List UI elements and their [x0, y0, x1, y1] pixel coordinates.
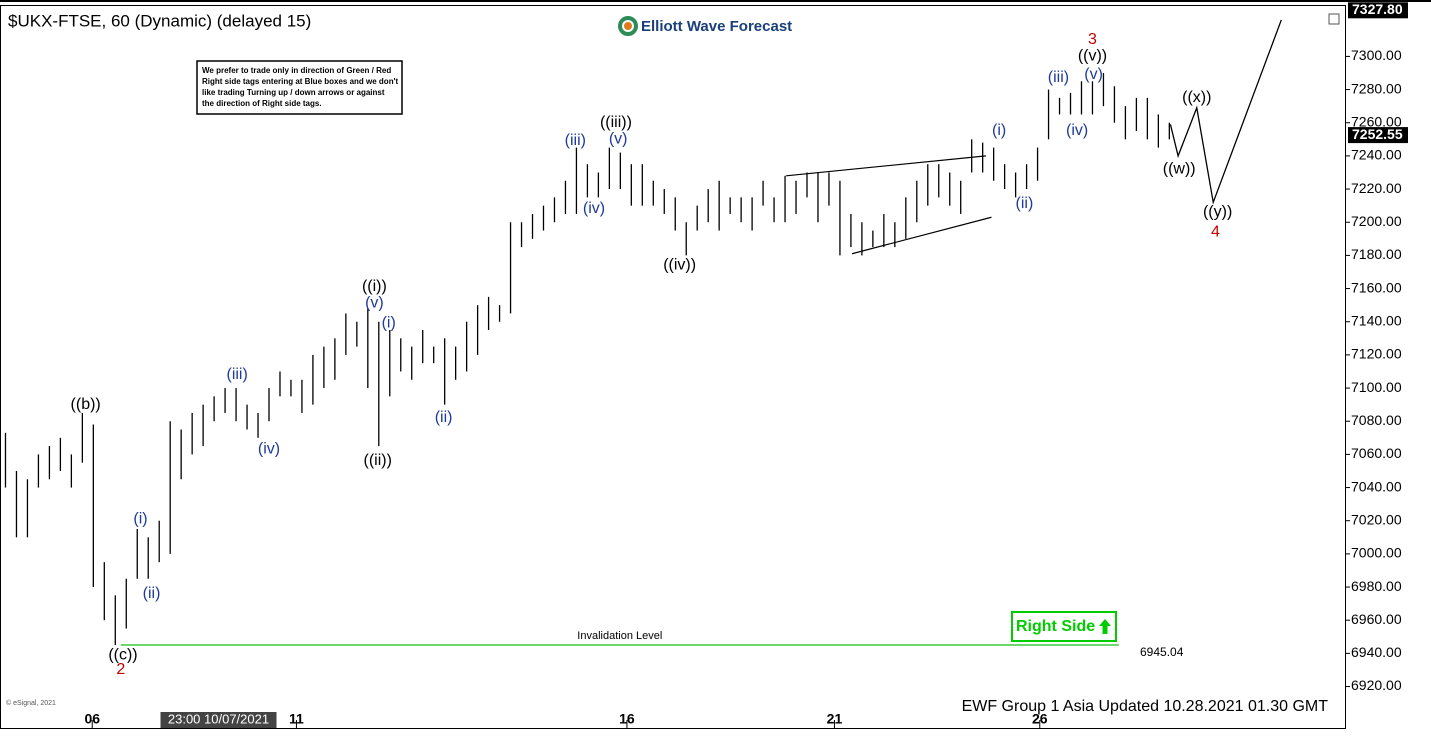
- footer: EWF Group 1 Asia Updated 10.28.2021 01.3…: [962, 698, 1329, 715]
- note: We prefer to trade only in direction of …: [202, 66, 398, 108]
- x-tick-label: 11: [289, 711, 304, 727]
- price-tag-bg: [1348, 2, 1408, 19]
- y-tick-label: 7040.00: [1351, 478, 1402, 494]
- price-tag: 7252.55: [1352, 126, 1403, 142]
- wave-label: ((y)): [1203, 204, 1232, 221]
- wedge-line: [851, 216, 992, 255]
- crosshair-label-bg: [160, 712, 277, 728]
- x-tick-label: 16: [619, 711, 635, 727]
- y-tick-label: 7120.00: [1351, 346, 1402, 362]
- wave-label: (ii): [143, 585, 161, 602]
- wave-label: ((w)): [1163, 160, 1196, 177]
- wave-label: (iii): [1048, 69, 1069, 86]
- wave-label: ((c)): [108, 646, 137, 663]
- note-line: the direction of Right side tags.: [202, 99, 322, 108]
- y-tick-label: 7260.00: [1351, 113, 1402, 129]
- plot-frame: [0, 5, 1346, 729]
- wave-label: 2: [116, 661, 125, 678]
- wave-label: (v): [365, 295, 384, 312]
- wave-label: ((i)): [362, 278, 387, 295]
- y-tick-label: 7200.00: [1351, 213, 1402, 229]
- invalidation-text: Invalidation Level: [577, 630, 662, 642]
- crosshair-label: 23:00 10/07/2021: [168, 711, 269, 726]
- wave-label: ((iv)): [663, 257, 696, 274]
- wave-label: ((ii)): [363, 452, 391, 469]
- wave-label: 4: [1211, 223, 1220, 240]
- y-tick-label: 6960.00: [1351, 611, 1402, 627]
- wave-label: (i): [382, 315, 396, 332]
- x-tick-label: 26: [1032, 711, 1048, 727]
- wedge-line: [786, 155, 987, 177]
- wave-label: (iv): [258, 441, 280, 458]
- note-line: like trading Turning up / down arrows or…: [202, 88, 385, 97]
- y-tick-label: 6920.00: [1351, 677, 1402, 693]
- wave-label: ((iii)): [600, 114, 632, 131]
- wave-label: (i): [992, 122, 1006, 139]
- copyright: © eSignal, 2021: [6, 699, 56, 707]
- wave-label: (iii): [226, 366, 247, 383]
- y-tick-label: 7000.00: [1351, 545, 1402, 561]
- wave-label: 3: [1088, 31, 1097, 48]
- wave-label: (iv): [583, 200, 605, 217]
- price-tag: 7327.80: [1352, 1, 1403, 17]
- up-arrow-icon: [1099, 619, 1111, 634]
- y-tick-label: 7100.00: [1351, 379, 1402, 395]
- wave-label: ((x)): [1182, 89, 1211, 106]
- y-tick-label: 7140.00: [1351, 312, 1402, 328]
- y-tick-label: 7060.00: [1351, 445, 1402, 461]
- y-tick-label: 6940.00: [1351, 644, 1402, 660]
- logo-icon-core: [624, 22, 632, 30]
- wave-label: (iii): [565, 132, 586, 149]
- chart-title: $UKX-FTSE, 60 (Dynamic) (delayed 15): [8, 11, 311, 30]
- price-tag-bg: [1348, 127, 1408, 144]
- wave-label: (ii): [435, 409, 453, 426]
- x-tick-label: 21: [827, 711, 843, 727]
- note-line: We prefer to trade only in direction of …: [202, 66, 391, 75]
- wave-label: (iv): [1066, 122, 1088, 139]
- note-box: [196, 60, 403, 115]
- y-tick-label: 7180.00: [1351, 246, 1402, 262]
- x-tick-label: 06: [84, 711, 100, 727]
- y-tick-label: 7020.00: [1351, 511, 1402, 527]
- y-tick-label: 7080.00: [1351, 412, 1402, 428]
- y-tick-label: 7160.00: [1351, 279, 1402, 295]
- right-side-box: [1011, 611, 1117, 642]
- wave-label: (ii): [1016, 195, 1034, 212]
- note-line: Right side tags entering at Blue boxes a…: [202, 77, 398, 86]
- wave-label: ((b)): [71, 396, 101, 413]
- y-tick-label: 7240.00: [1351, 147, 1402, 163]
- invalidation-value: 6945.04: [1140, 645, 1184, 659]
- wave-label: ((v)): [1078, 48, 1107, 65]
- wave-label: (i): [133, 510, 147, 527]
- logo: Elliott Wave Forecast: [641, 18, 792, 35]
- y-tick-label: 6980.00: [1351, 578, 1402, 594]
- window-icon: [1328, 13, 1340, 25]
- projection-path: [1169, 19, 1282, 205]
- logo-icon: [618, 16, 638, 36]
- y-tick-label: 7300.00: [1351, 47, 1402, 63]
- wave-label: (v): [609, 131, 628, 148]
- y-tick-label: 7280.00: [1351, 80, 1402, 96]
- right-side-tag: Right Side: [1016, 618, 1095, 635]
- y-tick-label: 7220.00: [1351, 180, 1402, 196]
- wave-label: (v): [1084, 66, 1103, 83]
